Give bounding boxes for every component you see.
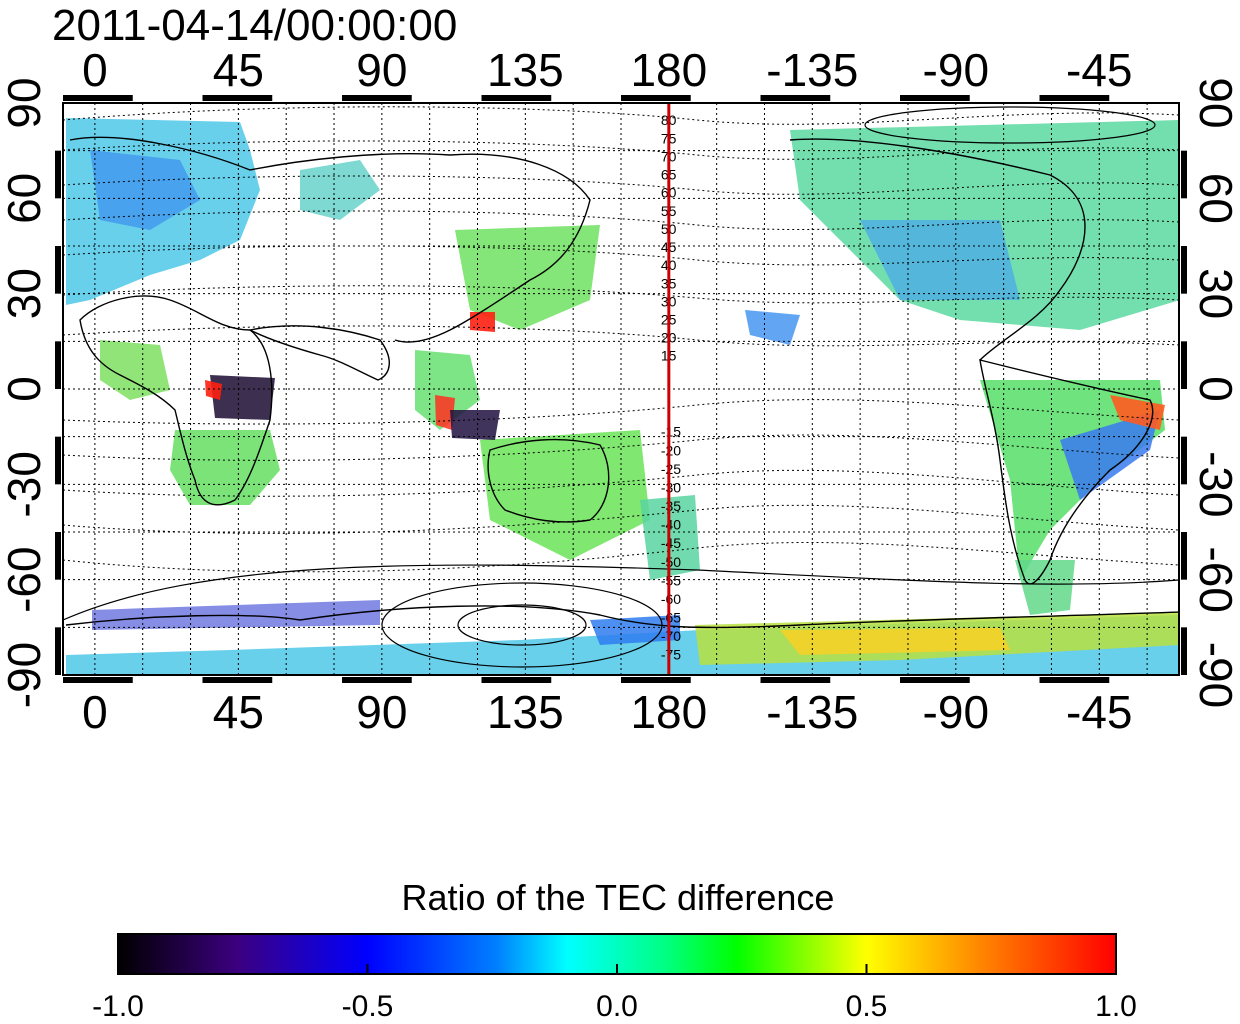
frame-bar-left	[55, 150, 61, 199]
frame-bar-top	[621, 95, 691, 101]
lat-tick-left: 0	[0, 376, 50, 402]
frame-bar-bottom	[481, 677, 552, 683]
contour-label: -25	[661, 461, 681, 477]
lat-tick-right: 30	[1190, 268, 1240, 319]
contour-label: -55	[661, 572, 681, 588]
timestamp-title: 2011-04-14/00:00:00	[52, 1, 457, 50]
lon-tick-bottom: 0	[82, 686, 108, 738]
colorbar-tick: 1.0	[1095, 990, 1137, 1023]
lon-tick-bottom: 135	[487, 686, 564, 738]
contour-label: -20	[661, 442, 681, 458]
colorbar-tick: -1.0	[92, 990, 144, 1023]
colorbar-tick-labels: -1.0 -0.5 0.0 0.5 1.0	[92, 964, 1137, 1023]
frame-bar-top	[202, 95, 273, 101]
right-lat-tick-labels: 90 60 30 0 -30 -60 -90	[1190, 77, 1240, 708]
lon-tick-bottom: 45	[213, 686, 264, 738]
contour-label: -45	[661, 535, 681, 551]
lon-tick-top: 135	[487, 44, 564, 96]
lon-tick-top: -135	[766, 44, 858, 96]
contour-label-column: 8075706560555045403530252015-15-20-25-30…	[661, 112, 681, 663]
frame-bar-bottom	[900, 677, 970, 683]
contour-label: -50	[661, 554, 681, 570]
lat-tick-right: 90	[1190, 77, 1240, 128]
lat-tick-left: 30	[0, 268, 50, 319]
frame-bar-top	[342, 95, 412, 101]
map-frame-tick-bars	[55, 95, 1187, 683]
lon-tick-top: -45	[1066, 44, 1132, 96]
lon-tick-top: 180	[630, 44, 707, 96]
frame-bar-left	[55, 341, 61, 389]
contour-label: -40	[661, 517, 681, 533]
frame-bar-right	[1181, 246, 1187, 294]
frame-bar-left	[55, 627, 61, 675]
contour-lines	[63, 106, 1179, 573]
lat-tick-left: -90	[0, 642, 50, 708]
lat-tick-left: 60	[0, 173, 50, 224]
frame-bar-top	[760, 95, 831, 101]
lon-tick-top: 90	[356, 44, 407, 96]
lat-tick-left: -60	[0, 546, 50, 612]
contour-label: -70	[661, 628, 681, 644]
lon-tick-bottom: -135	[766, 686, 858, 738]
frame-bar-bottom	[342, 677, 412, 683]
top-lon-tick-labels: 0 45 90 135 180 -135 -90 -45	[82, 44, 1132, 96]
frame-bar-right	[1181, 150, 1187, 199]
lon-tick-top: 45	[213, 44, 264, 96]
lat-tick-right: 60	[1190, 173, 1240, 224]
colorbar-tick: 0.5	[846, 990, 888, 1023]
contour-label: -30	[661, 479, 681, 495]
frame-bar-left	[55, 436, 61, 485]
coastlines	[65, 136, 1179, 629]
frame-bar-bottom	[1039, 677, 1110, 683]
contour-label: -65	[661, 610, 681, 626]
frame-bar-right	[1181, 532, 1187, 580]
frame-bar-top	[1039, 95, 1110, 101]
contour-label: -60	[661, 591, 681, 607]
frame-bar-right	[1181, 627, 1187, 675]
lat-tick-left: 90	[0, 77, 50, 128]
lon-tick-bottom: 180	[630, 686, 707, 738]
colorbar-tick: 0.0	[596, 990, 638, 1023]
frame-bar-top	[900, 95, 970, 101]
lon-tick-bottom: 90	[356, 686, 407, 738]
contour-label: -75	[661, 647, 681, 663]
frame-bar-bottom	[760, 677, 831, 683]
frame-bar-top	[481, 95, 552, 101]
map-border	[62, 102, 1180, 676]
frame-bar-bottom	[63, 677, 133, 683]
frame-bar-top	[63, 95, 133, 101]
lon-tick-bottom: -90	[923, 686, 989, 738]
frame-bar-bottom	[621, 677, 691, 683]
frame-bar-left	[55, 246, 61, 294]
left-lat-tick-labels: 90 60 30 0 -30 -60 -90	[0, 77, 50, 708]
frame-bar-bottom	[202, 677, 273, 683]
lat-tick-right: -90	[1190, 642, 1240, 708]
lon-tick-bottom: -45	[1066, 686, 1132, 738]
contour-label: -15	[661, 424, 681, 440]
lon-tick-top: 0	[82, 44, 108, 96]
lat-tick-left: -30	[0, 451, 50, 517]
lat-tick-right: -60	[1190, 546, 1240, 612]
colorbar-tick: -0.5	[342, 990, 394, 1023]
lon-tick-top: -90	[923, 44, 989, 96]
lat-tick-right: 0	[1190, 376, 1240, 402]
frame-bar-right	[1181, 341, 1187, 389]
frame-bar-right	[1181, 436, 1187, 485]
colorbar-title: Ratio of the TEC difference	[402, 877, 835, 918]
frame-bar-left	[55, 532, 61, 580]
lat-tick-right: -30	[1190, 451, 1240, 517]
contour-label: -35	[661, 498, 681, 514]
bottom-lon-tick-labels: 0 45 90 135 180 -135 -90 -45	[82, 686, 1132, 738]
